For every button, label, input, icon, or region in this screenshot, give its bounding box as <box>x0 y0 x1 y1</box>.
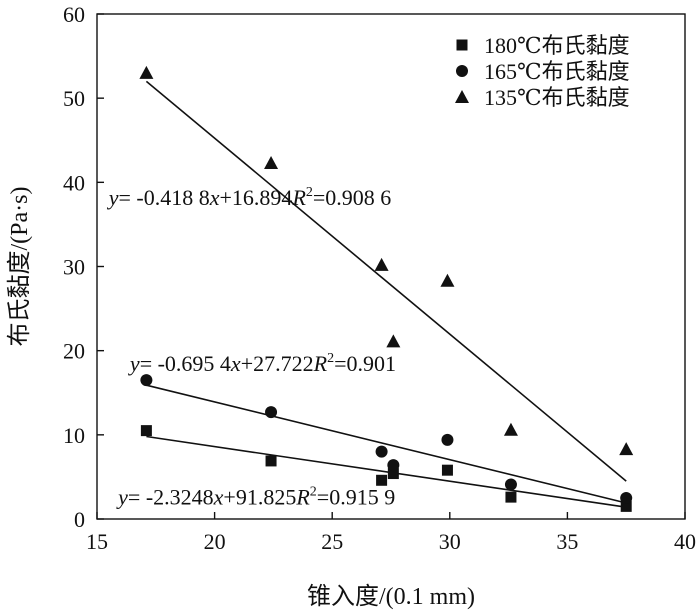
data-point-square <box>620 500 632 512</box>
fit-line <box>146 384 627 504</box>
data-point-circle <box>441 433 454 446</box>
y-tick-label: 50 <box>63 86 85 111</box>
fit-line <box>146 435 627 509</box>
y-tick-label: 20 <box>63 339 85 364</box>
y-tick-label: 30 <box>63 255 85 280</box>
data-point-triangle <box>440 273 455 287</box>
y-axis-title: 布氏黏度/(Pa·s) <box>6 187 33 347</box>
regression-equation: y= -2.3248x+91.825R2=0.915 9 <box>116 485 395 510</box>
data-point-circle <box>375 445 388 458</box>
data-point-circle <box>140 374 153 387</box>
data-point-circle <box>620 491 633 504</box>
data-point-square <box>505 491 517 503</box>
fit-line <box>145 80 627 482</box>
legend-label: 180℃布氏黏度 <box>484 33 630 58</box>
y-tick-label: 10 <box>63 423 85 448</box>
fit-lines-group <box>145 80 627 509</box>
x-tick-label: 40 <box>674 529 696 554</box>
regression-equation: y= -0.695 4x+27.722R2=0.901 <box>128 351 396 376</box>
data-point-triangle <box>264 155 279 169</box>
data-point-circle <box>504 478 517 491</box>
x-tick-label: 15 <box>86 529 108 554</box>
x-tick-label: 30 <box>439 529 461 554</box>
y-tick-label: 60 <box>63 2 85 27</box>
data-point-triangle <box>386 334 401 348</box>
data-point-square <box>140 425 152 437</box>
legend-marker-circle <box>456 65 468 77</box>
data-point-triangle <box>619 442 634 456</box>
x-tick-label: 25 <box>321 529 343 554</box>
legend-label: 165℃布氏黏度 <box>484 59 630 84</box>
y-tick-label: 40 <box>63 170 85 195</box>
x-tick-label: 35 <box>556 529 578 554</box>
data-point-square <box>387 468 399 480</box>
legend-label: 135℃布氏黏度 <box>484 85 630 110</box>
data-point-triangle <box>503 422 518 436</box>
data-point-circle <box>265 406 278 419</box>
data-point-circle <box>387 459 400 472</box>
data-point-triangle <box>374 257 389 271</box>
markers-group <box>139 65 634 512</box>
y-tick-label: 0 <box>74 507 85 532</box>
x-tick-label: 20 <box>204 529 226 554</box>
legend-marker-triangle <box>455 90 469 103</box>
data-point-square <box>441 464 453 476</box>
data-point-square <box>265 455 277 467</box>
regression-equation: y= -0.418 8x+16.894R2=0.908 6 <box>107 185 392 210</box>
legend-marker-square <box>456 39 468 51</box>
data-point-triangle <box>139 65 154 79</box>
equations-group: y= -0.418 8x+16.894R2=0.908 6 y= -0.695 4… <box>107 185 396 510</box>
data-point-square <box>376 474 388 486</box>
x-axis-title: 锥入度/(0.1 mm) <box>307 583 475 610</box>
axes-group: 15 20 25 30 35 40 0 10 20 30 40 50 60 锥入度/(0.1 mm) 布氏黏… <box>6 2 696 610</box>
